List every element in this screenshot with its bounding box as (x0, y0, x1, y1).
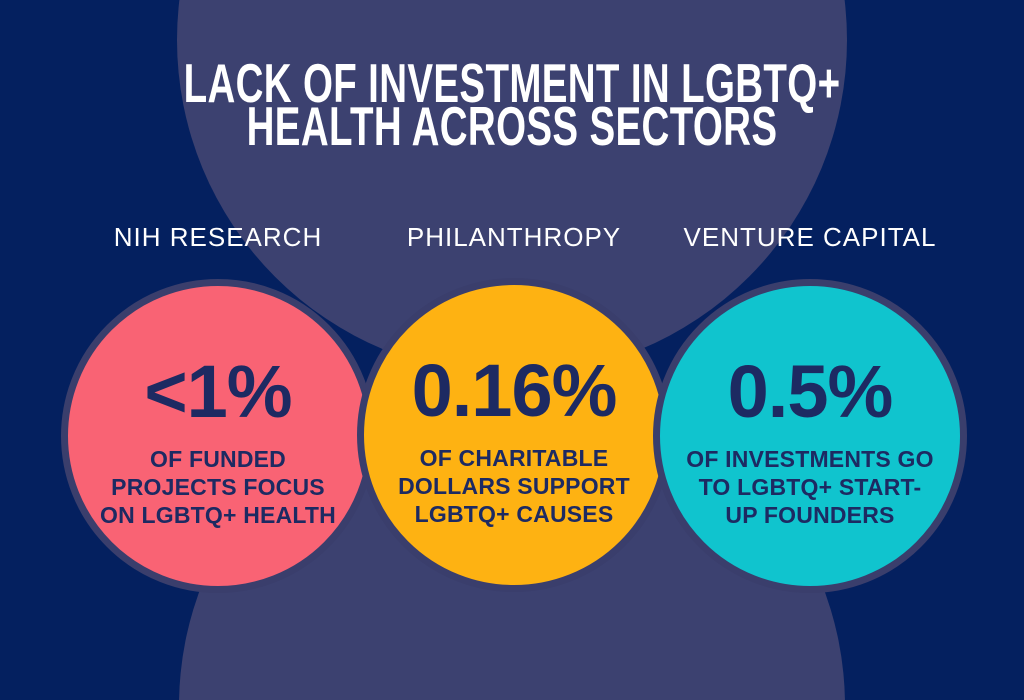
stat-value-nih-research: <1% (144, 350, 292, 433)
sector-label-venture-capital: VENTURE CAPITAL (683, 222, 937, 252)
stat-circle-venture-capital: 0.5% OF INVESTMENTS GO TO LGBTQ+ START- … (653, 279, 967, 593)
stat-value-venture-capital: 0.5% (727, 350, 894, 433)
page-title-line-2: HEALTH ACROSS SECTORS (246, 95, 778, 157)
stat-description-nih-research: OF FUNDED PROJECTS FOCUS ON LGBTQ+ HEALT… (100, 446, 336, 528)
stat-description-philanthropy: OF CHARITABLE DOLLARS SUPPORT LGBTQ+ CAU… (398, 445, 630, 527)
stat-description-venture-capital: OF INVESTMENTS GO TO LGBTQ+ START- UP FO… (686, 446, 934, 528)
stat-value-philanthropy: 0.16% (411, 349, 618, 432)
page-title-line-1: LACK OF INVESTMENT IN LGBTQ+ (183, 52, 841, 114)
sector-label-nih-research: NIH RESEARCH (113, 222, 323, 252)
stat-circle-nih-research: <1% OF FUNDED PROJECTS FOCUS ON LGBTQ+ H… (61, 279, 375, 593)
page-title: LACK OF INVESTMENT IN LGBTQ+ HEALTH ACRO… (154, 52, 871, 157)
sector-label-philanthropy: PHILANTHROPY (406, 222, 622, 252)
stat-circle-philanthropy: 0.16% OF CHARITABLE DOLLARS SUPPORT LGBT… (357, 278, 671, 592)
